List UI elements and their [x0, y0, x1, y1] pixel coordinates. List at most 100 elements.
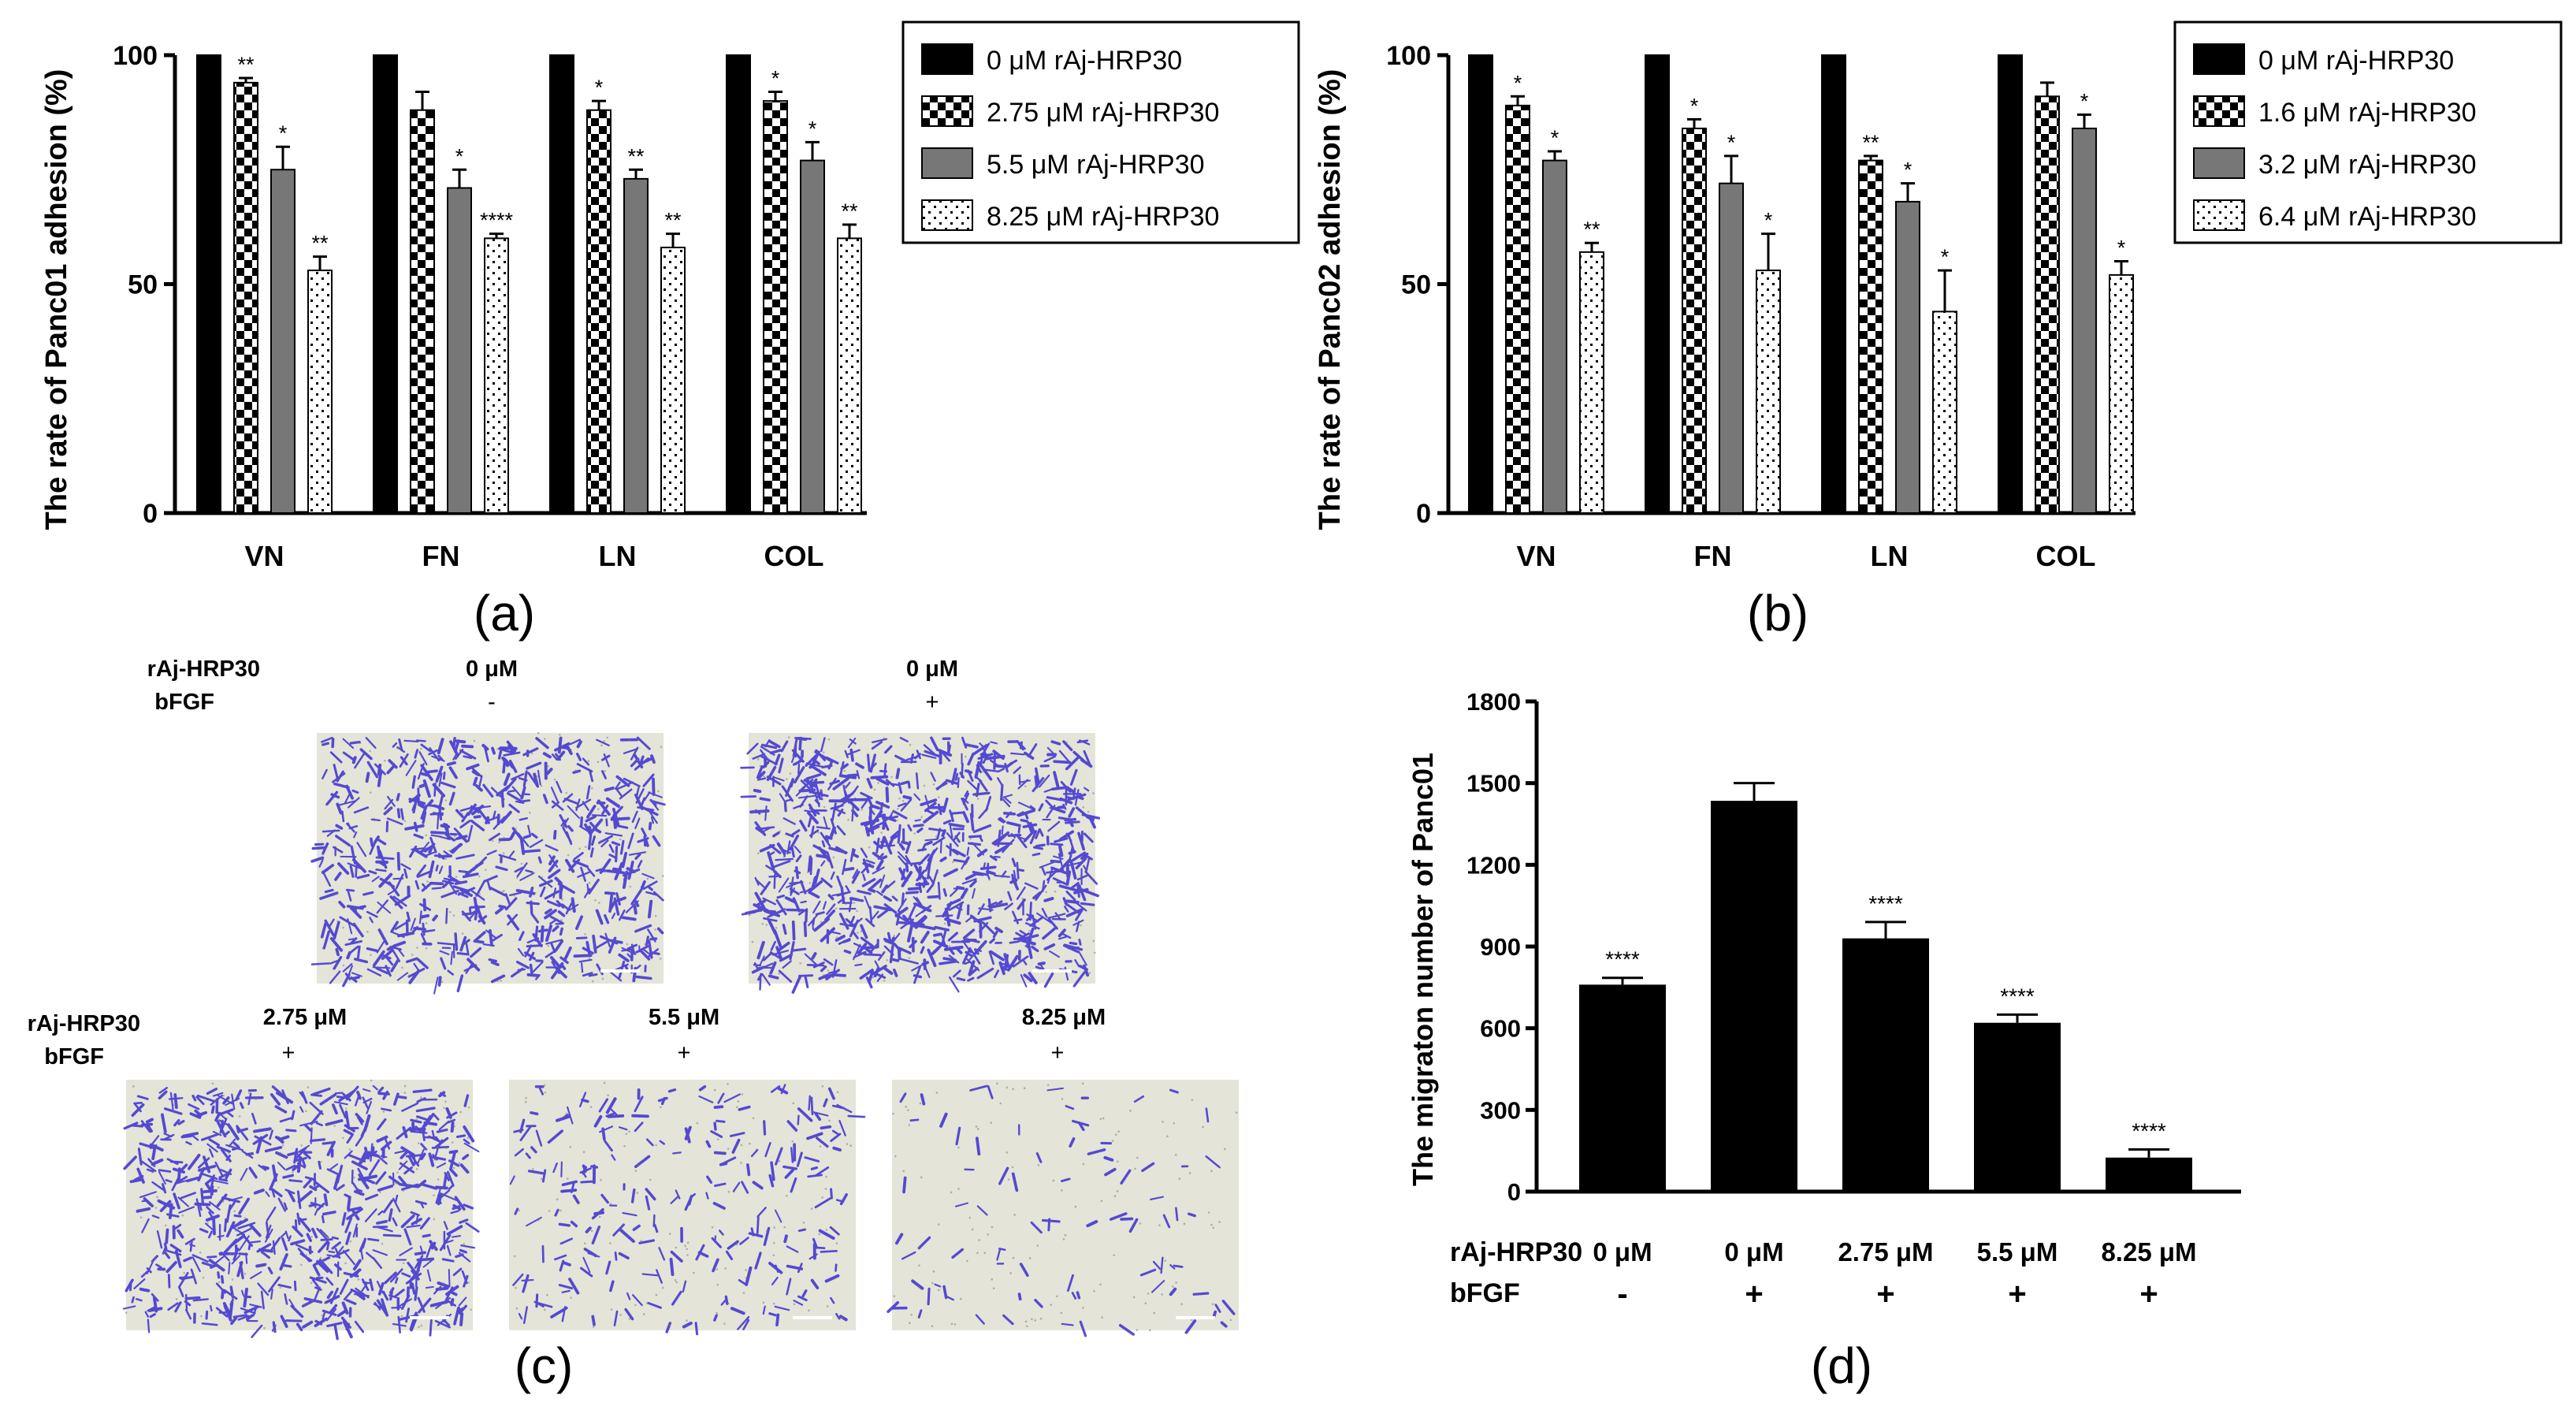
stained-cell — [1077, 883, 1087, 902]
stained-cell — [1058, 884, 1079, 892]
stained-cell — [575, 936, 588, 939]
stained-cell — [587, 867, 596, 877]
stained-cell — [875, 837, 880, 854]
speckle — [453, 1125, 455, 1128]
stained-cell — [1086, 1220, 1098, 1228]
stained-cell — [509, 831, 516, 840]
stained-cell — [562, 1114, 569, 1120]
stained-cell — [366, 968, 382, 976]
stained-cell — [775, 857, 794, 861]
stained-cell — [218, 1119, 229, 1126]
speckle — [591, 980, 594, 983]
stained-cell — [552, 887, 557, 898]
stained-cell — [923, 810, 939, 824]
stained-cell — [1007, 891, 1013, 902]
stained-cell — [898, 842, 905, 851]
stained-cell — [396, 746, 406, 753]
stained-cell — [875, 777, 890, 786]
stained-cell — [554, 939, 564, 952]
stained-cell — [962, 928, 976, 939]
speckle — [1134, 1167, 1136, 1170]
stained-cell — [441, 877, 453, 889]
stained-cell — [161, 1113, 167, 1133]
stained-cell — [613, 1310, 619, 1326]
stained-cell — [283, 1202, 288, 1211]
speckle — [569, 1146, 572, 1148]
stained-cell — [359, 1247, 364, 1260]
stained-cell — [509, 891, 522, 897]
stained-cell — [535, 737, 549, 749]
stained-cell — [760, 743, 778, 749]
stained-cell — [287, 1189, 296, 1203]
speckle — [1012, 1088, 1014, 1091]
stained-cell — [341, 1212, 347, 1226]
speckle — [908, 957, 911, 959]
stained-cell — [400, 1162, 415, 1174]
stained-cell — [800, 779, 811, 790]
speckle — [321, 1314, 324, 1317]
stained-cell — [753, 788, 762, 794]
stained-cell — [1052, 807, 1066, 814]
stained-cell — [165, 1261, 177, 1274]
stained-cell — [431, 755, 445, 762]
stained-cell — [887, 834, 896, 849]
stained-cell — [1046, 866, 1054, 884]
speckle — [229, 1252, 232, 1255]
stained-cell — [1017, 802, 1035, 810]
speckle — [686, 1248, 688, 1251]
speckle — [570, 1296, 572, 1299]
stained-cell — [196, 1094, 216, 1103]
speckle — [901, 799, 905, 802]
stained-cell — [658, 1247, 666, 1261]
bar — [447, 187, 472, 515]
speckle — [1172, 1285, 1174, 1288]
stained-cell — [530, 1111, 539, 1116]
stained-cell — [350, 1288, 366, 1298]
stained-cell — [514, 1147, 524, 1157]
stained-cell — [605, 1260, 611, 1275]
stained-cell — [467, 803, 477, 816]
speckle — [1005, 1086, 1009, 1089]
speckle — [529, 811, 531, 814]
significance-label: * — [808, 117, 817, 140]
stained-cell — [968, 947, 981, 962]
stained-cell — [623, 777, 641, 787]
stained-cell — [600, 839, 609, 848]
stained-cell — [936, 780, 947, 790]
y-tick-label: 50 — [1401, 270, 1431, 300]
stained-cell — [1046, 870, 1058, 881]
stained-cell — [410, 1130, 428, 1134]
stained-cell — [1030, 1221, 1043, 1234]
stained-cell — [216, 1120, 227, 1138]
speckle — [662, 875, 664, 877]
stained-cell — [598, 1098, 609, 1113]
speckle — [1212, 1226, 1215, 1229]
stained-cell — [962, 947, 972, 965]
stained-cell — [245, 1314, 254, 1321]
stained-cell — [163, 1133, 173, 1138]
stained-cell — [216, 1193, 228, 1207]
speckle — [849, 1144, 852, 1147]
stained-cell — [292, 1226, 303, 1237]
stained-cell — [913, 864, 924, 878]
stained-cell — [927, 1287, 931, 1306]
stained-cell — [206, 1088, 218, 1095]
stained-cell — [946, 845, 959, 856]
stained-cell — [975, 1314, 985, 1325]
stained-cell — [529, 839, 544, 849]
stained-cell — [767, 909, 785, 918]
stained-cell — [1017, 898, 1026, 910]
speckle — [461, 932, 464, 935]
stained-cell — [1039, 861, 1055, 869]
stained-cell — [762, 897, 776, 906]
bar — [2109, 273, 2134, 514]
stained-cell — [1184, 1319, 1197, 1334]
speckle — [588, 881, 591, 884]
speckle — [727, 1190, 730, 1193]
stained-cell — [902, 794, 913, 800]
stained-cell — [471, 770, 480, 777]
stained-cell — [303, 1151, 311, 1159]
stained-cell — [1045, 799, 1055, 809]
stained-cell — [811, 876, 817, 890]
stained-cell — [1061, 932, 1072, 939]
